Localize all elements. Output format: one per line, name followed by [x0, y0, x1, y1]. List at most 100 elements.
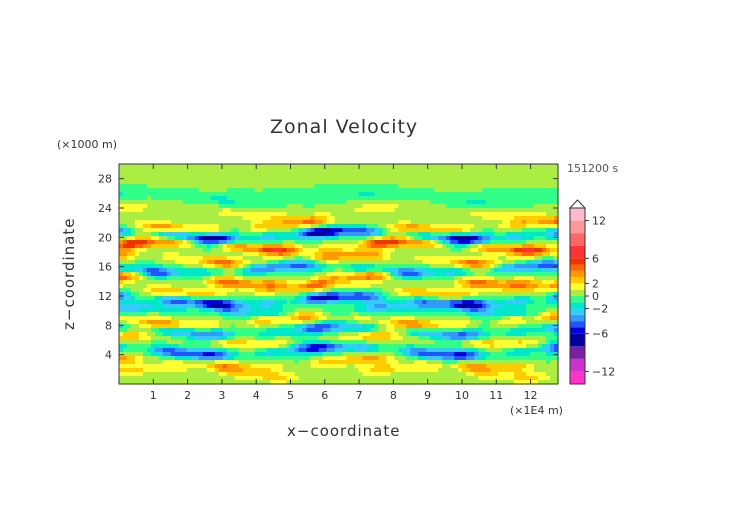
field-cell [186, 272, 192, 277]
field-cell [230, 172, 236, 177]
field-cell [182, 208, 188, 213]
field-cell [214, 172, 220, 177]
field-cell [382, 180, 387, 185]
field-cell [170, 252, 176, 257]
field-cell [458, 172, 463, 177]
field-cell [186, 240, 192, 245]
field-cell [318, 192, 324, 197]
field-cell [334, 316, 340, 321]
field-cell [242, 328, 248, 333]
field-cell [230, 236, 236, 241]
field-cell [502, 196, 507, 201]
field-cell [254, 200, 260, 205]
field-cell [286, 336, 292, 341]
field-cell [334, 288, 340, 293]
field-cell [326, 212, 332, 217]
field-cell [178, 328, 184, 333]
field-cell [342, 224, 348, 229]
field-cell [470, 336, 475, 341]
field-cell [158, 204, 164, 209]
field-cell [326, 268, 332, 273]
field-cell [130, 268, 136, 273]
field-cell [278, 208, 284, 213]
field-cell [478, 216, 483, 221]
field-cell [226, 316, 232, 321]
field-cell [206, 180, 212, 185]
field-cell [522, 188, 527, 193]
field-cell [266, 240, 272, 245]
field-cell [466, 216, 471, 221]
field-cell [146, 188, 152, 193]
field-cell [422, 272, 427, 277]
field-cell [310, 216, 316, 221]
field-cell [190, 328, 196, 333]
field-cell [126, 224, 132, 229]
field-cell [310, 328, 316, 333]
field-cell [198, 280, 204, 285]
field-cell [398, 336, 403, 341]
field-cell [458, 272, 463, 277]
field-cell [146, 340, 152, 345]
field-cell [206, 216, 212, 221]
field-cell [210, 340, 216, 345]
field-cell [442, 328, 447, 333]
field-cell [366, 304, 372, 309]
field-cell [362, 244, 368, 249]
field-cell [266, 208, 272, 213]
field-cell [490, 312, 495, 317]
field-cell [222, 172, 228, 177]
field-cell [378, 260, 383, 265]
field-cell [334, 272, 340, 277]
field-cell [270, 252, 276, 257]
field-cell [134, 176, 140, 181]
field-cell [514, 340, 519, 345]
field-cell [494, 220, 499, 225]
field-cell [366, 224, 372, 229]
field-cell [318, 256, 324, 261]
field-cell [366, 180, 372, 185]
field-cell [246, 272, 252, 277]
field-cell [194, 276, 200, 281]
field-cell [522, 280, 527, 285]
field-cell [282, 260, 288, 265]
field-cell [134, 332, 140, 337]
field-cell [142, 268, 148, 273]
field-cell [294, 252, 300, 257]
field-cell [182, 284, 188, 289]
field-cell [354, 232, 360, 237]
chart-title: Zonal Velocity [270, 116, 419, 138]
field-cell [478, 240, 483, 245]
field-cell [274, 336, 280, 341]
field-cell [310, 260, 316, 265]
field-cell [486, 220, 491, 225]
field-cell [122, 292, 128, 297]
field-cell [286, 236, 292, 241]
field-cell [482, 292, 487, 297]
field-cell [506, 196, 511, 201]
field-cell [462, 268, 467, 273]
field-cell [234, 216, 240, 221]
field-cell [426, 296, 431, 301]
field-cell [514, 328, 519, 333]
field-cell [522, 224, 527, 229]
field-cell [462, 252, 467, 257]
field-cell [390, 276, 395, 281]
field-cell [346, 308, 352, 313]
field-cell [250, 172, 256, 177]
field-cell [206, 164, 212, 169]
field-cell [130, 172, 136, 177]
field-cell [166, 340, 172, 345]
field-cell [182, 300, 188, 305]
field-cell [442, 340, 447, 345]
field-cell [450, 172, 455, 177]
field-cell [134, 268, 140, 273]
field-cell [354, 240, 360, 245]
field-cell [286, 240, 292, 245]
field-cell [538, 256, 543, 261]
field-cell [174, 180, 180, 185]
field-cell [494, 316, 499, 321]
field-cell [322, 168, 328, 173]
field-cell [494, 168, 499, 173]
field-cell [406, 268, 411, 273]
field-cell [530, 308, 535, 313]
